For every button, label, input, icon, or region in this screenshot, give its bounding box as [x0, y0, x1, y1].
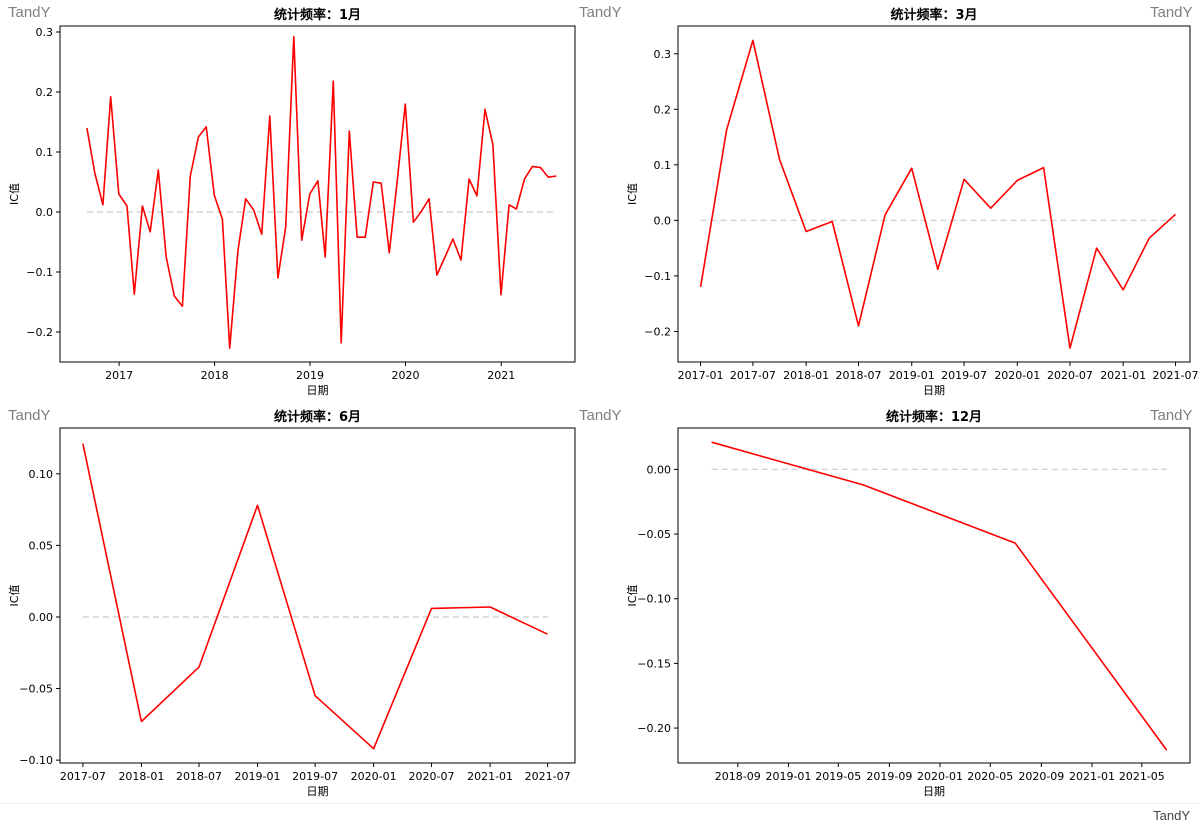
- x-axis-label: 日期: [307, 384, 329, 397]
- x-tick-label: 2020-01: [351, 770, 397, 783]
- x-tick-label: 2021-01: [467, 770, 513, 783]
- x-tick-label: 2020-01: [994, 369, 1040, 382]
- x-tick-label: 2019-01: [765, 770, 811, 783]
- x-tick-label: 2021-05: [1119, 770, 1165, 783]
- chart-title: 统计频率：1月: [274, 7, 361, 23]
- series-line-1: [82, 443, 548, 750]
- y-tick-label: −0.2: [26, 326, 53, 339]
- x-tick-label: 2020-05: [967, 770, 1013, 783]
- y-tick-label: 0.00: [647, 463, 672, 476]
- y-axis-label: IC值: [8, 585, 21, 607]
- x-tick-label: 2017-07: [730, 369, 776, 382]
- chart-1: −0.2 −0.1 0.0 0.1 0.2 0.3 2017 2018 2019 2020 2021…: [8, 7, 576, 397]
- y-tick-label: −0.15: [637, 657, 671, 670]
- y-tick-label: −0.20: [637, 722, 671, 735]
- y-tick-label: 0.1: [654, 159, 672, 172]
- x-tick-label: 2017: [105, 369, 133, 382]
- series-line-1: [711, 441, 1168, 751]
- y-tick-label: −0.1: [644, 270, 671, 283]
- series-line-1: [86, 35, 557, 350]
- y-tick-label: 0.2: [36, 86, 54, 99]
- y-tick-label: 0.10: [29, 468, 54, 481]
- watermark-top-mid-1: TandY: [579, 4, 622, 21]
- x-tick-label: 2019-09: [866, 770, 912, 783]
- y-tick-label: 0.3: [654, 48, 672, 61]
- x-tick-label: 2020-07: [1047, 369, 1093, 382]
- plot-frame: [677, 427, 1191, 764]
- x-tick-label: 2021: [487, 369, 515, 382]
- y-tick-label: 0.0: [36, 206, 54, 219]
- charts-svg: −0.2 −0.1 0.0 0.1 0.2 0.3 2017 2018 2019 2020 2021…: [8, 7, 1199, 798]
- watermark-mid-mid: TandY: [579, 407, 622, 424]
- x-tick-label: 2020-09: [1018, 770, 1064, 783]
- x-tick-label: 2020-01: [917, 770, 963, 783]
- watermark-top-left-1: TandY: [8, 4, 51, 21]
- plot-frame: [677, 25, 1191, 363]
- watermark-mid-left: TandY: [8, 407, 51, 424]
- x-tick-label: 2018: [201, 369, 229, 382]
- chart-title: 统计频率：12月: [886, 409, 982, 425]
- x-tick-label: 2019-05: [815, 770, 861, 783]
- y-tick-label: 0.1: [36, 146, 54, 159]
- x-tick-label: 2018-07: [176, 770, 222, 783]
- y-tick-label: −0.10: [19, 754, 53, 767]
- plot-frame: [59, 25, 576, 363]
- x-tick-label: 2021-07: [525, 770, 571, 783]
- x-tick-label: 2017-01: [678, 369, 724, 382]
- x-tick-label: 2019-07: [292, 770, 338, 783]
- chart-title: 统计频率：3月: [890, 7, 977, 23]
- x-tick-label: 2019: [296, 369, 324, 382]
- footer-watermark: TandY: [1153, 808, 1190, 823]
- chart-title: 统计频率：6月: [274, 409, 361, 425]
- y-tick-label: −0.05: [637, 528, 671, 541]
- y-axis-label: IC值: [626, 183, 639, 205]
- series-line-1: [699, 39, 1177, 349]
- chart-3: −0.10 −0.05 0.00 0.05 0.10 2017-07 2018-01 2018…: [8, 409, 576, 798]
- x-tick-label: 2018-01: [118, 770, 164, 783]
- y-axis-label: IC值: [626, 585, 639, 607]
- footer-divider: [0, 803, 1200, 804]
- y-tick-label: 0.3: [36, 26, 54, 39]
- y-tick-label: 0.00: [29, 611, 54, 624]
- x-tick-label: 2021-01: [1069, 770, 1115, 783]
- watermark-mid-right: TandY: [1150, 407, 1193, 424]
- x-tick-label: 2020: [392, 369, 420, 382]
- x-axis-label: 日期: [923, 384, 945, 397]
- y-tick-label: −0.1: [26, 266, 53, 279]
- x-tick-label: 2017-07: [60, 770, 106, 783]
- y-tick-label: −0.10: [637, 593, 671, 606]
- x-tick-label: 2018-09: [715, 770, 761, 783]
- x-tick-label: 2019-07: [941, 369, 987, 382]
- x-tick-label: 2021-07: [1153, 369, 1199, 382]
- y-tick-label: −0.2: [644, 325, 671, 338]
- x-tick-label: 2019-01: [235, 770, 281, 783]
- chart-4: −0.20 −0.15 −0.10 −0.05 0.00 2018-09 2019-01 20…: [626, 409, 1191, 798]
- x-tick-label: 2021-01: [1100, 369, 1146, 382]
- x-tick-label: 2020-07: [409, 770, 455, 783]
- y-tick-label: 0.2: [654, 103, 672, 116]
- y-tick-label: −0.05: [19, 683, 53, 696]
- y-tick-label: 0.05: [29, 539, 54, 552]
- plot-frame: [59, 427, 576, 764]
- x-tick-label: 2019-01: [889, 369, 935, 382]
- watermark-top-right-1: TandY: [1150, 4, 1193, 21]
- y-tick-label: 0.0: [654, 214, 672, 227]
- y-axis-label: IC值: [8, 183, 21, 205]
- x-axis-label: 日期: [307, 785, 329, 798]
- chart-2: −0.2 −0.1 0.0 0.1 0.2 0.3 2017-01 2017-07 2018-0…: [626, 7, 1199, 397]
- x-tick-label: 2018-01: [783, 369, 829, 382]
- x-axis-label: 日期: [923, 785, 945, 798]
- x-tick-label: 2018-07: [836, 369, 882, 382]
